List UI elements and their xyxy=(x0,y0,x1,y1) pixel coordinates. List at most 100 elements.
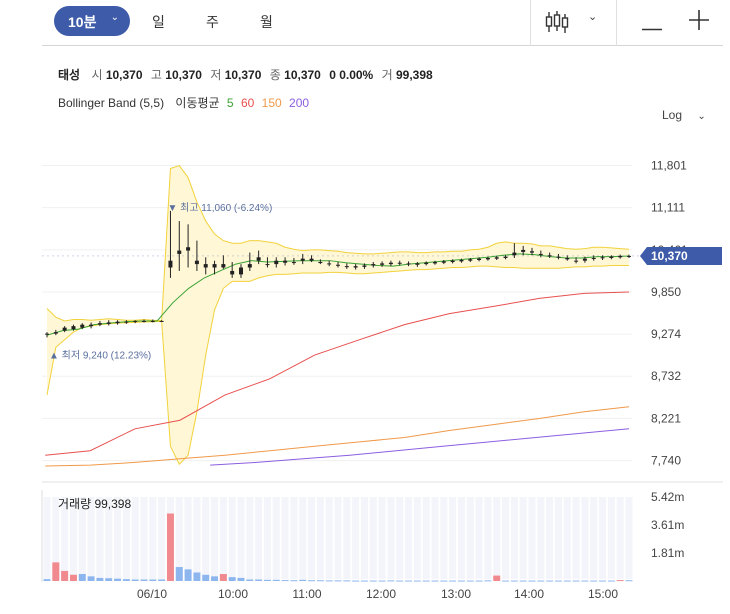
zoom-out-icon[interactable] xyxy=(642,19,662,37)
volume-bar xyxy=(140,579,148,581)
candle xyxy=(221,255,226,269)
volume-bg-column xyxy=(299,497,307,579)
time-tick-label: 13:00 xyxy=(441,587,471,601)
volume-bg-column xyxy=(563,497,571,579)
open-value: 10,370 xyxy=(105,68,143,82)
candle xyxy=(450,259,455,264)
candle-body xyxy=(318,262,323,264)
volume-bg-column xyxy=(457,497,465,579)
volume-bg-column xyxy=(466,497,474,579)
candle xyxy=(424,261,429,266)
ma-200-line xyxy=(210,428,630,466)
tab-month[interactable]: 월 xyxy=(260,14,273,30)
volume-bar xyxy=(378,580,386,582)
volume-bg-column xyxy=(96,497,104,579)
ma-60-label[interactable]: 60 xyxy=(240,96,255,110)
candle xyxy=(283,257,288,266)
volume-bar xyxy=(431,580,439,582)
volume-bg-column xyxy=(52,497,60,579)
volume-bar xyxy=(510,580,518,582)
volume-bar xyxy=(537,580,545,582)
volume-bg-column xyxy=(105,497,113,579)
candle xyxy=(468,257,473,263)
close-label: 종 xyxy=(269,68,281,82)
candlestick-type-icon[interactable] xyxy=(544,9,570,40)
chevron-down-icon[interactable]: ⌄ xyxy=(588,11,598,23)
candle-body xyxy=(582,258,587,261)
candle xyxy=(45,332,49,338)
volume-bg-column xyxy=(219,497,227,579)
volume-bg-column xyxy=(122,497,130,579)
high-label: 고 xyxy=(150,68,162,82)
candle-body xyxy=(406,263,411,265)
volume-bg-column xyxy=(475,497,483,579)
candle xyxy=(142,319,146,323)
volume-bar xyxy=(272,579,280,581)
volume-bar xyxy=(572,580,580,582)
volume-bar xyxy=(228,577,236,581)
bollinger-fill xyxy=(47,165,629,465)
volume-bg-column xyxy=(369,497,377,579)
volume-bg-column xyxy=(114,497,122,579)
volume-bg-column xyxy=(272,497,280,579)
time-tick-label: 14:00 xyxy=(514,587,544,601)
volume-bar xyxy=(263,579,271,581)
candle xyxy=(80,323,85,330)
price-tick-label: 8,732 xyxy=(651,369,681,383)
candle-body xyxy=(441,261,446,263)
candle-body xyxy=(433,262,437,264)
low-marker: ▲ 최저 9,240 (12.23%) xyxy=(49,350,151,362)
volume-bar xyxy=(114,578,122,581)
timeframe-select[interactable]: 10분 ⌄ xyxy=(54,6,130,36)
low-value: 10,370 xyxy=(224,68,262,82)
candle xyxy=(512,243,517,258)
candle-body xyxy=(115,321,120,324)
candle xyxy=(89,322,94,329)
candle xyxy=(494,255,499,261)
candle-body xyxy=(380,263,385,265)
chevron-down-icon: ⌄ xyxy=(697,111,706,122)
zoom-in-icon[interactable] xyxy=(689,10,709,35)
volume-bar xyxy=(149,579,157,581)
candle xyxy=(274,257,279,268)
candle xyxy=(177,221,182,271)
ma-60-line xyxy=(45,291,630,456)
price-tick-label: 11,111 xyxy=(651,201,685,215)
volume-bg-column xyxy=(246,497,254,579)
quote-summary: 태성 시 10,370 고 10,370 저 10,370 종 10,370 0… xyxy=(58,66,438,83)
volume-bg-column xyxy=(237,497,245,579)
volume-bg-column xyxy=(61,497,69,579)
candle xyxy=(397,260,402,266)
volume-bg-column xyxy=(546,497,554,579)
ma-200-label[interactable]: 200 xyxy=(289,96,310,110)
ma-150-label[interactable]: 150 xyxy=(261,96,282,110)
candle xyxy=(521,245,526,256)
candle-body xyxy=(274,260,279,265)
volume-bg-column xyxy=(325,497,333,579)
candle-body xyxy=(485,257,490,260)
volume-bar xyxy=(440,580,448,582)
candle xyxy=(318,259,323,265)
log-scale-toggle[interactable]: Log ⌄ xyxy=(662,108,706,122)
volume-bar xyxy=(554,580,562,582)
candle xyxy=(203,257,208,275)
volume-bar xyxy=(255,579,263,581)
volume-bar xyxy=(43,579,51,581)
candle xyxy=(477,257,482,262)
ma-label[interactable]: 이동평균 xyxy=(175,96,220,110)
ma-5-label[interactable]: 5 xyxy=(226,96,234,110)
tab-week[interactable]: 주 xyxy=(206,14,219,30)
candle-body xyxy=(344,266,349,268)
change-value: 0 0.00% xyxy=(329,68,374,82)
volume-bg-column xyxy=(78,497,86,579)
candle xyxy=(503,255,508,260)
log-label: Log xyxy=(662,108,683,122)
volume-bg-column xyxy=(581,497,589,579)
bollinger-label[interactable]: Bollinger Band (5,5) xyxy=(58,96,165,110)
candle xyxy=(212,260,217,275)
tab-day[interactable]: 일 xyxy=(152,14,165,30)
close-value: 10,370 xyxy=(284,68,321,82)
volume-bar xyxy=(405,580,413,582)
price-tick-label: 9,274 xyxy=(651,327,681,341)
